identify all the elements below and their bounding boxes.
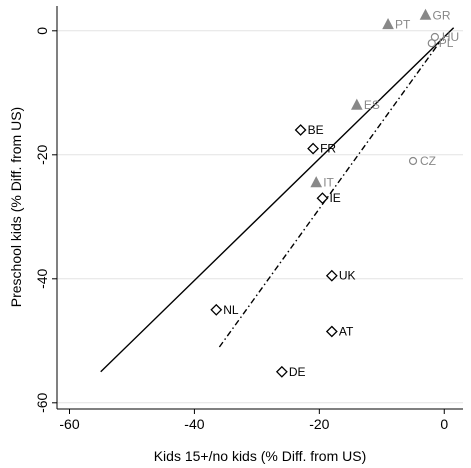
point-marker-es xyxy=(350,98,363,110)
point-label-at: AT xyxy=(339,325,354,339)
x-axis-ticks: -60 -40 -20 0 xyxy=(59,409,448,432)
point-label-pt: PT xyxy=(395,18,411,32)
point-label-nl: NL xyxy=(223,303,239,317)
point-label-cz: CZ xyxy=(420,154,436,168)
y-tick-label: -60 xyxy=(34,392,50,412)
point-label-fr: FR xyxy=(320,142,336,156)
gridlines xyxy=(57,30,463,404)
point-marker-uk xyxy=(325,269,338,282)
point-label-uk: UK xyxy=(339,269,356,283)
point-marker-cz xyxy=(408,156,418,166)
y-axis-ticks: 0 -20 -40 -60 xyxy=(34,27,57,413)
point-label-es: ES xyxy=(364,98,380,112)
point-marker-ie xyxy=(316,192,329,205)
point-marker-fr xyxy=(307,142,320,155)
point-label-pl: PL xyxy=(439,36,454,50)
point-marker-gr xyxy=(419,8,432,20)
fit-lines xyxy=(100,27,455,373)
point-label-gr: GR xyxy=(433,8,451,22)
point-marker-be xyxy=(294,124,307,136)
axes xyxy=(56,6,463,410)
x-tick-label: 0 xyxy=(440,416,448,432)
x-tick-label: -40 xyxy=(184,416,204,432)
solid-fit-line xyxy=(100,27,455,373)
point-marker-pl xyxy=(427,39,436,48)
point-label-be: BE xyxy=(308,123,324,137)
y-tick-label: -20 xyxy=(34,144,50,164)
x-tick-label: -20 xyxy=(309,416,329,432)
dash-dot-fit-line xyxy=(218,39,442,348)
point-marker-nl xyxy=(210,303,223,316)
point-label-hu: HU xyxy=(442,30,459,44)
x-tick-label: -60 xyxy=(59,416,79,432)
point-label-de: DE xyxy=(289,365,306,379)
plot-background xyxy=(57,6,463,409)
y-axis-title: Preschool kids (% Diff. from US) xyxy=(8,107,24,307)
y-tick-label: -40 xyxy=(34,268,50,288)
point-label-ie: IE xyxy=(329,191,340,205)
point-marker-pt xyxy=(382,18,394,30)
point-label-it: IT xyxy=(323,176,334,190)
point-marker-at xyxy=(325,325,338,338)
point-marker-de xyxy=(275,365,288,378)
x-axis-title: Kids 15+/no kids (% Diff. from US) xyxy=(154,448,367,464)
point-marker-it xyxy=(310,176,323,188)
y-tick-label: 0 xyxy=(34,27,50,35)
point-marker-hu xyxy=(430,32,439,42)
